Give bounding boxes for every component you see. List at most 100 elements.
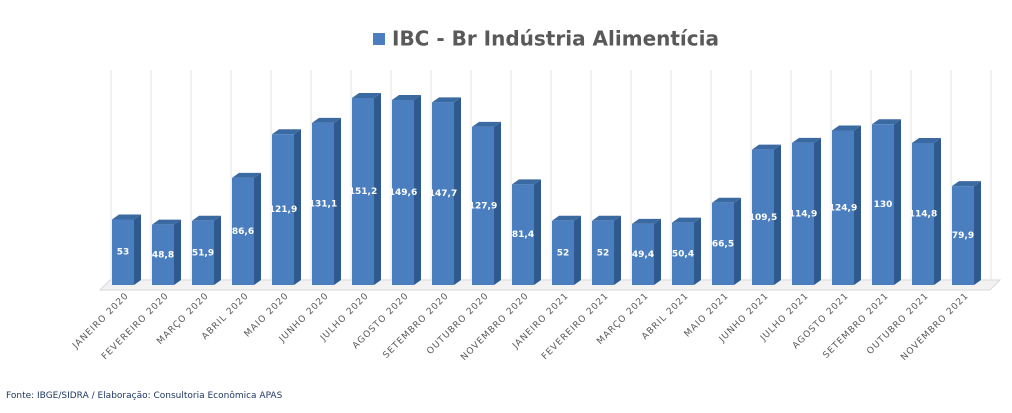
bar-face bbox=[152, 219, 181, 225]
bar-face bbox=[592, 220, 614, 285]
bar bbox=[432, 97, 461, 285]
bar bbox=[272, 129, 301, 285]
bar bbox=[592, 215, 621, 285]
value-label: 51,9 bbox=[192, 248, 214, 258]
bar-face bbox=[552, 215, 581, 221]
bar-face bbox=[632, 218, 661, 224]
bar-face bbox=[792, 142, 814, 285]
bar-face bbox=[454, 97, 461, 285]
bar-face bbox=[272, 134, 294, 285]
bar-face bbox=[832, 125, 861, 131]
bar-face bbox=[694, 217, 701, 285]
x-tick-label: FEVEREIRO 2020 bbox=[100, 291, 171, 362]
bar bbox=[712, 197, 741, 285]
bar-face bbox=[672, 217, 701, 223]
value-label: 81,4 bbox=[512, 230, 534, 240]
bar-face bbox=[152, 224, 174, 285]
value-label: 109,5 bbox=[749, 213, 777, 223]
bar-face bbox=[312, 117, 341, 123]
bar-face bbox=[512, 179, 541, 185]
bar-face bbox=[512, 184, 534, 285]
bar-face bbox=[632, 223, 654, 285]
bar-face bbox=[134, 214, 141, 285]
value-label: 114,9 bbox=[789, 209, 817, 219]
bar-face bbox=[374, 93, 381, 285]
bar-face bbox=[952, 186, 974, 285]
bar-face bbox=[232, 177, 254, 285]
value-label: 49,4 bbox=[632, 250, 654, 260]
value-label: 66,5 bbox=[712, 239, 734, 249]
bar-face bbox=[774, 144, 781, 285]
x-tick-label: NOVEMBRO 2021 bbox=[899, 291, 971, 363]
value-label: 86,6 bbox=[232, 227, 254, 237]
bar-face bbox=[712, 202, 734, 285]
bar-face bbox=[752, 144, 781, 150]
bar-face bbox=[534, 179, 541, 285]
value-label: 52 bbox=[557, 248, 570, 258]
bar-face bbox=[854, 125, 861, 285]
bar-face bbox=[392, 94, 421, 100]
bar bbox=[352, 93, 381, 285]
x-tick-label: FEVEREIRO 2021 bbox=[540, 291, 611, 362]
bar-face bbox=[214, 215, 221, 285]
bar-face bbox=[494, 121, 501, 285]
bar bbox=[672, 217, 701, 285]
bar bbox=[152, 219, 181, 285]
bar-face bbox=[254, 172, 261, 285]
bar-face bbox=[174, 219, 181, 285]
bar bbox=[512, 179, 541, 285]
value-label: 149,6 bbox=[389, 188, 417, 198]
bar bbox=[632, 218, 661, 285]
x-tick-label: SETEMBRO 2021 bbox=[821, 291, 891, 361]
bar-face bbox=[432, 97, 461, 103]
bar bbox=[832, 125, 861, 285]
bar-face bbox=[472, 121, 501, 127]
value-label: 48,8 bbox=[152, 250, 174, 260]
bar-face bbox=[614, 215, 621, 285]
value-label: 124,9 bbox=[829, 203, 857, 213]
bar-face bbox=[872, 124, 894, 285]
bar bbox=[872, 119, 901, 285]
source: Fonte: IBGE/SIDRA / Elaboração: Consulto… bbox=[6, 390, 283, 401]
value-label: 52 bbox=[597, 248, 610, 258]
bar-face bbox=[192, 215, 221, 221]
bar bbox=[752, 144, 781, 285]
value-label: 147,7 bbox=[429, 189, 457, 199]
bar-face bbox=[734, 197, 741, 285]
bar bbox=[312, 117, 341, 285]
bar-face bbox=[352, 93, 381, 98]
bar-face bbox=[792, 137, 821, 143]
bar-face bbox=[192, 220, 214, 285]
bar-face bbox=[312, 122, 334, 285]
bar bbox=[112, 214, 141, 285]
bar bbox=[912, 138, 941, 285]
bar bbox=[952, 181, 981, 285]
bar-face bbox=[672, 222, 694, 285]
bar-face bbox=[414, 94, 421, 285]
bar-face bbox=[952, 181, 981, 187]
x-tick-label: NOVEMBRO 2020 bbox=[459, 291, 531, 363]
bar-face bbox=[272, 129, 301, 135]
bar-face bbox=[912, 138, 941, 144]
bar-face bbox=[974, 181, 981, 285]
value-label: 127,9 bbox=[469, 201, 497, 211]
bar-face bbox=[334, 117, 341, 285]
value-label: 53 bbox=[117, 248, 130, 258]
value-label: 79,9 bbox=[952, 231, 974, 241]
bar-face bbox=[654, 218, 661, 285]
value-label: 114,8 bbox=[909, 210, 937, 220]
bar bbox=[392, 94, 421, 285]
bar-face bbox=[112, 214, 141, 220]
bar-face bbox=[832, 130, 854, 285]
bar bbox=[472, 121, 501, 285]
bar-face bbox=[912, 143, 934, 285]
value-label: 121,9 bbox=[269, 205, 297, 215]
bar-face bbox=[814, 137, 821, 285]
bar bbox=[552, 215, 581, 285]
value-label: 130 bbox=[874, 200, 893, 210]
bar-face bbox=[294, 129, 301, 285]
bar-face bbox=[432, 102, 454, 285]
bar-face bbox=[592, 215, 621, 221]
bar-face bbox=[872, 119, 901, 125]
bar bbox=[792, 137, 821, 285]
